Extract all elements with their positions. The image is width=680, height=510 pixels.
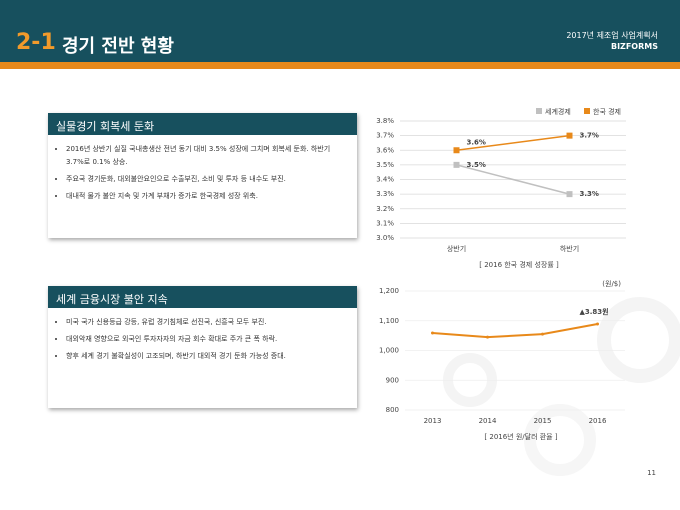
y-tick-label: 800: [386, 406, 399, 414]
page-number: 11: [647, 469, 656, 477]
value-label: 3.6%: [467, 138, 486, 146]
y-tick-label: 1,000: [379, 347, 399, 355]
chart-caption: [ 2016 한국 경제 성장률 ]: [479, 260, 559, 269]
point: [453, 147, 460, 154]
page-title: 경기 전반 현황: [62, 36, 174, 57]
legend-swatch: [584, 108, 590, 114]
point: [431, 331, 434, 335]
chart-caption: [ 2016년 원/달러 환율 ]: [484, 432, 557, 441]
text-box: 실물경기 회복세 둔화 2016년 상반기 실질 국내총생산 전년 동기 대비 3…: [48, 113, 357, 238]
y-tick-label: 3.4%: [376, 176, 394, 184]
header-strip: [0, 62, 680, 69]
point: [541, 332, 544, 336]
y-tick-label: 1,200: [379, 287, 399, 295]
y-tick-label: 3.1%: [376, 219, 394, 227]
point: [596, 322, 599, 326]
y-unit: (원/$): [602, 279, 621, 288]
doc-title: 2017년 제조업 사업계획서: [566, 31, 658, 40]
bullet: 2016년 상반기 실질 국내총생산 전년 동기 대비 3.5% 성장에 그치며…: [66, 143, 347, 169]
point: [486, 335, 489, 339]
bullet: 대외악재 영향으로 외국인 투자자자의 자금 회수 확대로 주가 큰 폭 하락.: [66, 333, 347, 346]
x-tick-label: 하반기: [560, 244, 579, 253]
y-tick-label: 3.5%: [376, 161, 394, 169]
series-line: [456, 134, 570, 151]
bullet-list: 2016년 상반기 실질 국내총생산 전년 동기 대비 3.5% 성장에 그치며…: [48, 143, 357, 203]
legend-swatch: [536, 108, 542, 114]
value-label: 3.7%: [580, 132, 599, 140]
legend-label: 한국 경제: [593, 107, 621, 116]
x-tick-label: 상반기: [447, 244, 466, 253]
bullet: 주요국 경기둔화, 대외불안요인으로 수출부진, 소비 및 투자 등 내수도 부…: [66, 173, 347, 186]
y-tick-label: 3.6%: [376, 146, 394, 154]
bullet: 향후 세계 경기 불확실성이 고조되며, 하반기 대외적 경기 둔화 가능성 증…: [66, 350, 347, 363]
point: [453, 161, 460, 168]
annotation: ▲3.83원: [580, 307, 609, 316]
text-box: 세계 금융시장 불안 지속미국 국가 신용등급 강등, 유럽 경기침체로 선진국…: [48, 286, 357, 408]
box-title: 실물경기 회복세 둔화: [48, 113, 357, 135]
decor: [597, 297, 680, 383]
header-band: [0, 0, 680, 62]
y-tick-label: 3.0%: [376, 234, 394, 242]
point: [566, 132, 573, 139]
y-tick-label: 3.7%: [376, 132, 394, 140]
x-tick-label: 2016: [589, 417, 607, 425]
brand: BIZFORMS: [610, 42, 658, 51]
point: [566, 191, 573, 198]
box-title: 세계 금융시장 불안 지속: [48, 286, 357, 308]
series-line: [432, 323, 598, 339]
value-label: 3.5%: [467, 161, 486, 169]
doc-info: 2017년 제조업 사업계획서 BIZFORMS: [566, 30, 658, 52]
value-label: 3.3%: [580, 190, 599, 198]
y-tick-label: 3.8%: [376, 117, 394, 125]
y-tick-label: 3.2%: [376, 205, 394, 213]
y-tick-label: 1,100: [379, 317, 399, 325]
bullet-list: 미국 국가 신용등급 강등, 유럽 경기침체로 선진국, 신흥국 모두 부진. 대…: [48, 316, 357, 363]
section-number: 2-1: [16, 30, 56, 55]
bullet: 대내적 물가 불안 지속 및 가계 부채가 증가로 한국경제 성장 위축.: [66, 190, 347, 203]
y-tick-label: 900: [386, 376, 399, 384]
bullet: 미국 국가 신용등급 강등, 유럽 경기침체로 선진국, 신흥국 모두 부진.: [66, 316, 347, 329]
x-tick-label: 2014: [479, 417, 497, 425]
x-tick-label: 2013: [424, 417, 442, 425]
series-line: [456, 164, 570, 195]
legend-label: 세계경제: [545, 107, 571, 116]
y-tick-label: 3.3%: [376, 190, 394, 198]
x-tick-label: 2015: [534, 417, 552, 425]
